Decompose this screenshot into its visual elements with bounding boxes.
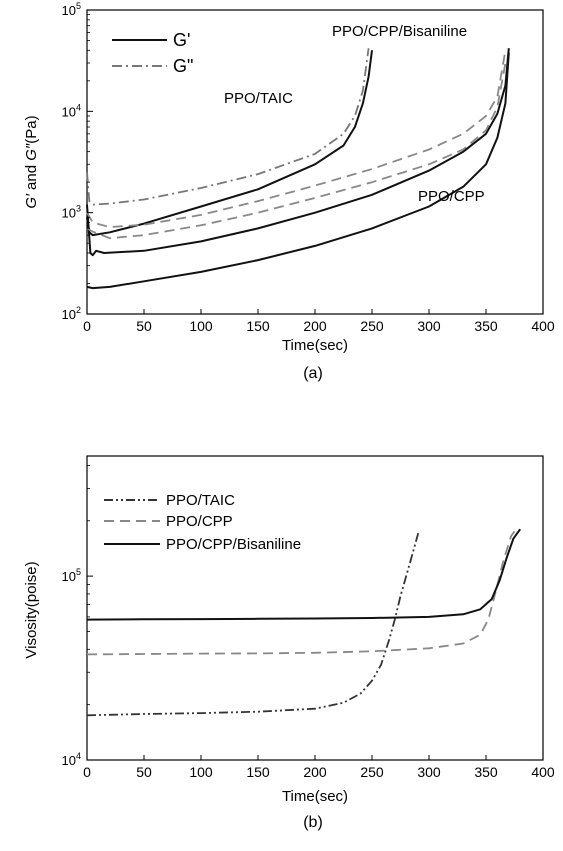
x-tick-label-0-3: 150 <box>246 318 270 334</box>
chart-b-xlabel: Time(sec) <box>282 788 348 805</box>
series-line-0-4 <box>86 52 510 290</box>
series-line-1-0 <box>86 531 420 717</box>
chart-a: 0 50 100 150 200 250 300 350 400 102 103 104 105 G' … <box>23 1 555 382</box>
legend-a-label-g-prime: G' <box>173 30 190 50</box>
chart-a-ticks-group: 0 50 100 150 200 250 300 350 400 102 103 104 105 <box>62 1 555 334</box>
chart-b-ticks-group: 0 50 100 150 200 250 300 350 400 104 105 <box>62 465 555 780</box>
chart-a-xlabel: Time(sec) <box>282 337 348 354</box>
series-line-1-1 <box>86 530 516 656</box>
series-line-0-0 <box>86 50 373 237</box>
chart-a-ylabel-g2: G″ <box>23 143 40 161</box>
x-tick-label-1-8: 400 <box>531 764 555 780</box>
x-tick-label-1-4: 200 <box>303 764 327 780</box>
chart-a-ylabel-unit: (Pa) <box>23 115 40 143</box>
x-tick-label-0-4: 200 <box>303 318 327 334</box>
chart-b-panel-label: (b) <box>303 814 323 831</box>
x-tick-label-0-0: 0 <box>83 318 91 334</box>
chart-a-plot-area <box>86 9 544 315</box>
x-tick-label-1-1: 50 <box>136 764 152 780</box>
legend-b-label-ppo-cpp: PPO/CPP <box>166 513 233 530</box>
chart-b: 0 50 100 150 200 250 300 350 400 104 105 PPO/TAIC … <box>23 455 555 831</box>
x-tick-label-1-0: 0 <box>83 764 91 780</box>
legend-a-label-g-double-prime: G" <box>173 56 193 76</box>
x-tick-label-1-3: 150 <box>246 764 270 780</box>
series-line-1-2 <box>86 528 522 621</box>
y-tick-label-0-1: 103 <box>62 204 81 221</box>
annotation-a-ppo-cpp-bisaniline: PPO/CPP/Bisaniline <box>332 23 467 40</box>
chart-a-ylabel: G′ and G″(Pa) <box>23 115 40 208</box>
chart-a-legend: G' G" <box>112 30 193 76</box>
y-tick-label-0-0: 102 <box>62 305 81 322</box>
series-line-0-5 <box>86 62 507 240</box>
legend-b-label-ppo-taic: PPO/TAIC <box>166 492 235 509</box>
annotation-a-ppo-taic: PPO/TAIC <box>224 90 293 107</box>
chart-b-ylabel: Visosity(poise) <box>23 561 40 658</box>
x-tick-label-0-6: 300 <box>417 318 441 334</box>
y-tick-label-1-0: 104 <box>62 751 81 768</box>
chart-b-series-group <box>86 528 522 717</box>
chart-a-series-group <box>86 48 510 290</box>
x-tick-label-1-7: 350 <box>474 764 498 780</box>
y-tick-label-1-1: 105 <box>62 567 81 584</box>
x-tick-label-0-7: 350 <box>474 318 498 334</box>
x-tick-label-0-1: 50 <box>136 318 152 334</box>
series-line-0-3 <box>86 50 507 228</box>
x-tick-label-1-2: 100 <box>189 764 213 780</box>
chart-b-legend: PPO/TAIC PPO/CPP PPO/CPP/Bisaniline <box>104 492 301 553</box>
y-tick-label-0-3: 105 <box>62 1 81 18</box>
annotation-a-ppo-cpp: PPO/CPP <box>418 188 485 205</box>
series-line-0-2 <box>86 48 510 257</box>
x-tick-label-1-6: 300 <box>417 764 441 780</box>
x-tick-label-0-2: 100 <box>189 318 213 334</box>
chart-a-panel-label: (a) <box>303 365 323 382</box>
series-line-0-1 <box>86 48 370 206</box>
y-tick-label-0-2: 104 <box>62 102 81 119</box>
legend-b-label-ppo-cpp-bisaniline: PPO/CPP/Bisaniline <box>166 536 301 553</box>
x-tick-label-1-5: 250 <box>360 764 384 780</box>
x-tick-label-0-5: 250 <box>360 318 384 334</box>
chart-a-ylabel-and: and <box>23 161 40 194</box>
x-tick-label-0-8: 400 <box>531 318 555 334</box>
chart-a-ylabel-g1: G′ <box>23 193 40 209</box>
